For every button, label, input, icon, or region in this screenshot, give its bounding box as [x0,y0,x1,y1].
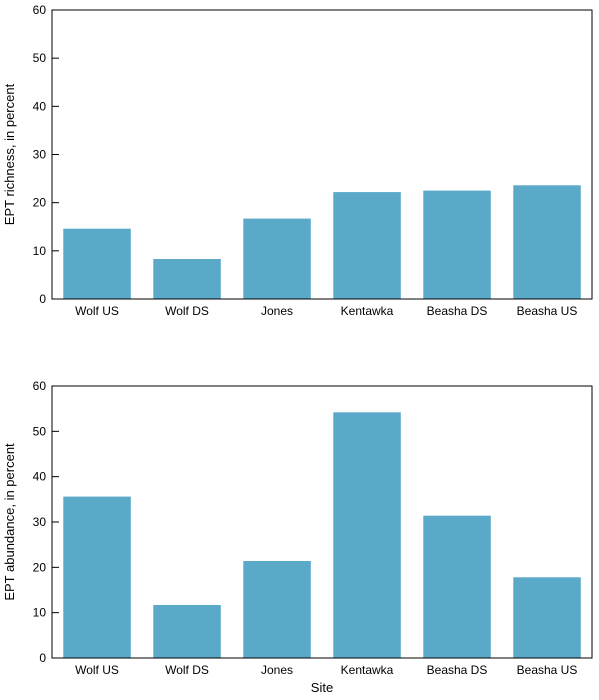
x-axis-title: Site [311,680,333,695]
bar-beasha-ds [423,190,491,299]
x-tick-label: Beasha US [517,663,578,677]
y-tick-label: 40 [33,99,47,113]
bar-beasha-us [513,577,581,658]
bar-beasha-us [513,185,581,299]
y-tick-label: 10 [33,606,47,620]
plot-frame [51,385,593,659]
y-tick-label: 60 [33,379,47,393]
x-tick-label: Wolf DS [165,663,209,677]
x-tick-label: Jones [261,304,293,318]
bar-wolf-ds [153,259,221,299]
chart-panel-2: Wolf US Wolf DS Jones Kentawka Beasha DS Beas… [2,379,593,695]
chart-panel-1: Wolf US Wolf DS Jones Kentawka Beasha DS Beas… [2,3,593,318]
y-tick-label: 10 [33,244,47,258]
bar-wolf-us [63,228,131,299]
x-tick-label: Wolf DS [165,304,209,318]
y-tick-label: 20 [33,560,47,574]
y-axis-title: EPT abundance, in percent [2,443,17,601]
x-tick-label: Beasha US [517,304,578,318]
x-tick-label: Kentawka [341,304,394,318]
x-tick-label: Beasha DS [427,663,488,677]
x-tick-label: Jones [261,663,293,677]
x-tick-label: Wolf US [75,304,119,318]
y-tick-label: 60 [33,3,47,17]
bar-kentawka [333,412,401,658]
y-tick-label: 0 [39,292,46,306]
x-tick-label: Kentawka [341,663,394,677]
bar-kentawka [333,192,401,299]
y-axis-title: EPT richness, in percent [2,83,17,225]
y-tick-label: 0 [39,651,46,665]
bar-wolf-ds [153,605,221,658]
y-tick-label: 20 [33,196,47,210]
y-tick-label: 50 [33,424,47,438]
y-tick-label: 40 [33,470,47,484]
bar-jones [243,561,311,658]
y-tick-label: 30 [33,148,47,162]
y-tick-label: 50 [33,51,47,65]
bar-jones [243,218,311,299]
bar-beasha-ds [423,515,491,658]
bar-wolf-us [63,496,131,658]
y-tick-label: 30 [33,515,47,529]
x-tick-label: Beasha DS [427,304,488,318]
plot-frame [51,9,593,300]
x-tick-label: Wolf US [75,663,119,677]
